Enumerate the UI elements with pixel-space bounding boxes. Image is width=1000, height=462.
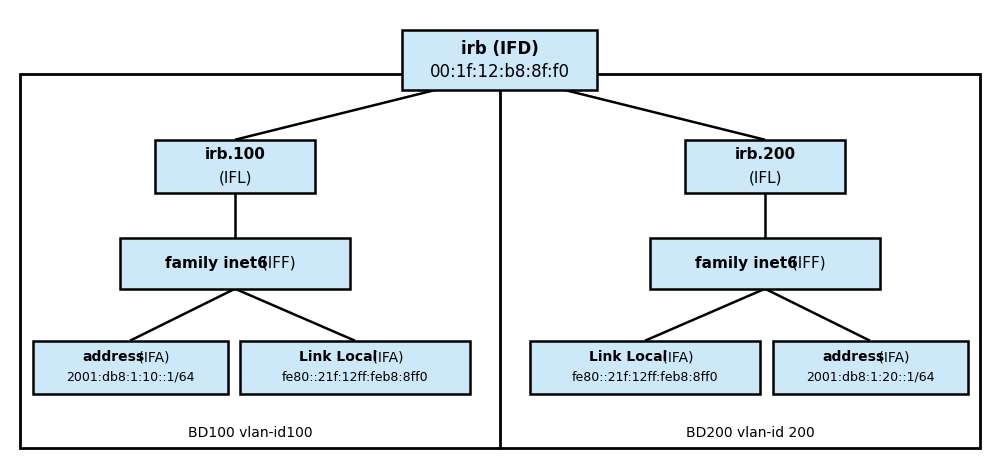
- Text: fe80::21f:12ff:feb8:8ff0: fe80::21f:12ff:feb8:8ff0: [572, 371, 718, 384]
- FancyBboxPatch shape: [32, 341, 228, 394]
- FancyBboxPatch shape: [402, 30, 597, 90]
- FancyBboxPatch shape: [530, 341, 760, 394]
- Text: irb (IFD): irb (IFD): [461, 40, 539, 57]
- FancyBboxPatch shape: [650, 238, 880, 289]
- Text: irb.100: irb.100: [205, 147, 265, 162]
- Text: 2001:db8:1:10::1/64: 2001:db8:1:10::1/64: [66, 371, 194, 384]
- Text: family inet6: family inet6: [695, 256, 798, 271]
- Text: irb.200: irb.200: [734, 147, 796, 162]
- Text: address: address: [82, 350, 144, 364]
- Text: fe80::21f:12ff:feb8:8ff0: fe80::21f:12ff:feb8:8ff0: [282, 371, 428, 384]
- Text: BD200 vlan-id 200: BD200 vlan-id 200: [686, 426, 814, 440]
- Text: (IFF): (IFF): [257, 256, 295, 271]
- Text: address: address: [822, 350, 884, 364]
- Text: Link Local: Link Local: [589, 350, 667, 364]
- Text: (IFA): (IFA): [874, 350, 909, 364]
- FancyBboxPatch shape: [120, 238, 350, 289]
- Text: 2001:db8:1:20::1/64: 2001:db8:1:20::1/64: [806, 371, 934, 384]
- FancyBboxPatch shape: [155, 140, 315, 193]
- Text: (IFF): (IFF): [787, 256, 825, 271]
- Text: BD100 vlan-id100: BD100 vlan-id100: [188, 426, 312, 440]
- Text: (IFA): (IFA): [134, 350, 169, 364]
- Text: (IFA): (IFA): [368, 350, 404, 364]
- Text: (IFA): (IFA): [658, 350, 694, 364]
- Text: (IFL): (IFL): [748, 170, 782, 185]
- Bar: [20, 74, 980, 448]
- FancyBboxPatch shape: [772, 341, 968, 394]
- FancyBboxPatch shape: [685, 140, 845, 193]
- Text: 00:1f:12:b8:8f:f0: 00:1f:12:b8:8f:f0: [430, 63, 570, 80]
- Text: (IFL): (IFL): [218, 170, 252, 185]
- FancyBboxPatch shape: [240, 341, 470, 394]
- Text: Link Local: Link Local: [299, 350, 377, 364]
- Text: family inet6: family inet6: [165, 256, 268, 271]
